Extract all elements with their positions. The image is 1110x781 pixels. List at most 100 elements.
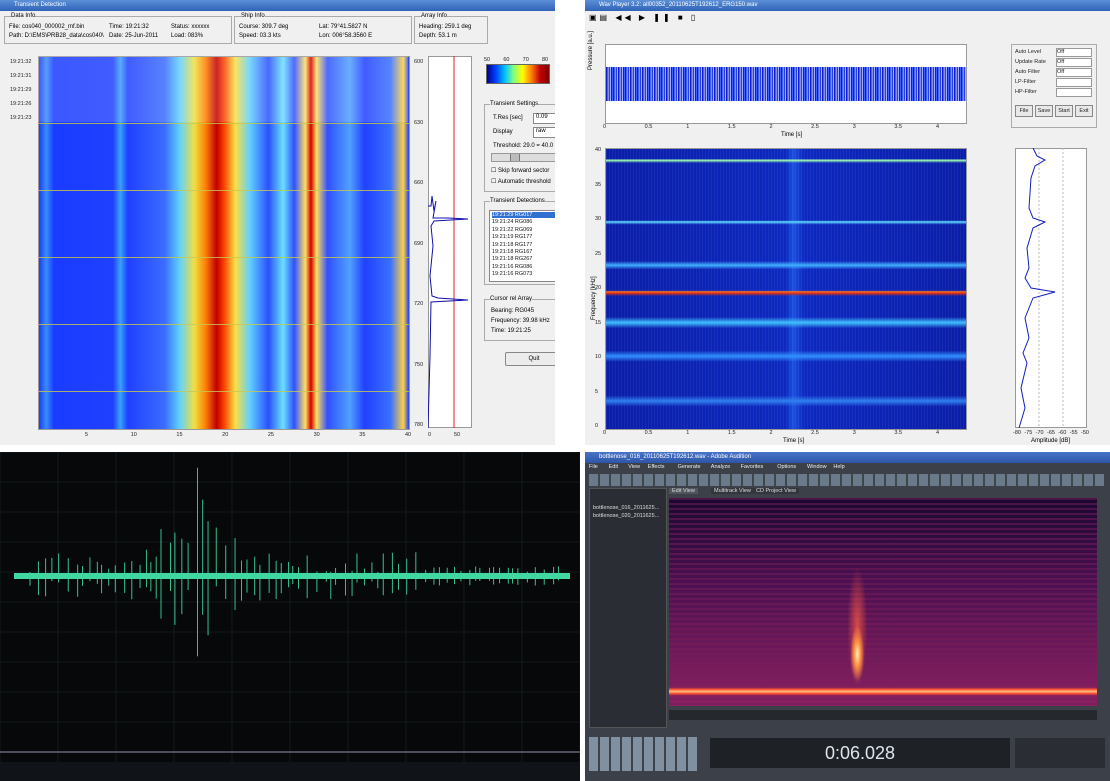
x-tick-label: 3.5 <box>894 124 903 130</box>
file-item[interactable]: bottlenose_016_2011625... <box>593 505 660 511</box>
menu-item[interactable]: Options <box>777 464 797 470</box>
control-field[interactable] <box>1056 88 1092 97</box>
profile-line <box>428 195 469 428</box>
time-label: 19:21:26 <box>10 101 32 107</box>
info-text: Speed: 03.3 kts <box>239 33 281 39</box>
x-tick-label: 3 <box>852 430 856 436</box>
menu-item[interactable]: Edit <box>608 464 619 470</box>
control-button[interactable]: Start <box>1055 105 1073 117</box>
detection-item: 19:21:19 RG177 <box>492 234 533 241</box>
amp-tick-label: -55 <box>1069 430 1078 436</box>
view-tab[interactable]: CD Project View <box>753 488 799 494</box>
threshold-text: Threshold: 29.0 = 40.0 <box>493 143 554 149</box>
control-field[interactable]: Off <box>1056 68 1092 77</box>
menu-item[interactable]: Analyze <box>710 464 731 470</box>
x-tick-label: 30 <box>313 432 320 438</box>
range-tick-label: 630 <box>414 119 424 126</box>
x-tick-label: 2.5 <box>811 124 819 130</box>
data-info-group: Data Info File: cos040_000002_mf.bin Pat… <box>4 13 232 44</box>
menu-item[interactable]: Help <box>833 464 845 470</box>
x-tick-label: 3 <box>852 124 856 130</box>
file-item[interactable]: bottlenose_020_2011625... <box>593 513 660 519</box>
amp-tick-label: -75 <box>1024 430 1033 436</box>
view-tab[interactable]: Edit View <box>669 488 698 494</box>
menu-item[interactable]: View <box>628 464 641 470</box>
baseline-trace <box>14 573 570 579</box>
toolbar-icons[interactable]: ▣▤ ◀◀ ▶ ❚❚ ■ ▯ <box>589 13 699 22</box>
y-axis-label: Frequency [kHz] <box>591 276 597 320</box>
detection-item: 19:21:16 RG073 <box>492 271 533 278</box>
selection-panel <box>1015 738 1105 768</box>
cursor-text: Frequency: 39.98 kHz <box>491 318 550 324</box>
side-tick-label: 50 <box>454 432 461 438</box>
x-tick-label: 0 <box>603 430 607 436</box>
tres-dropdown[interactable]: 0.09 <box>533 113 555 124</box>
detections-group: Transient Detections 19:21:29 RG017 19:21… <box>484 198 555 285</box>
control-field[interactable]: Off <box>1056 48 1092 57</box>
amp-tick-label: -70 <box>1035 430 1044 436</box>
info-text: Status: xxxxxx <box>171 24 210 30</box>
y-tick-label: 0 <box>595 423 599 429</box>
view-tab[interactable]: Multitrack View <box>711 488 754 494</box>
info-text: Course: 309.7 deg <box>239 24 289 30</box>
time-label: 19:21:23 <box>10 115 32 121</box>
y-axis-label: Pressure [a.u.] <box>588 30 594 70</box>
cursor-group: Cursor rel Array Bearing: RG045 Frequenc… <box>484 296 555 341</box>
waveform-plot <box>605 44 967 124</box>
x-axis-label: Amplitude [dB] <box>1031 438 1071 444</box>
menu-item[interactable]: Generate <box>677 464 701 470</box>
colorbar-tick: 60 <box>503 57 510 63</box>
time-ruler <box>0 762 580 781</box>
title-bar: bottlenose_016_20110625T192612.wav - Ado… <box>585 452 1110 463</box>
range-tick-label: 660 <box>414 180 424 186</box>
detection-item: 19:21:18 RG267 <box>492 256 533 263</box>
menu-item[interactable]: Window <box>807 464 827 470</box>
threshold-slider[interactable] <box>491 153 555 162</box>
transport-controls[interactable] <box>589 737 699 771</box>
x-tick-label: 0 <box>603 124 607 130</box>
amp-tick-label: -50 <box>1081 430 1089 436</box>
x-tick-label: 4 <box>936 124 940 130</box>
toolbar[interactable] <box>589 474 1104 486</box>
menu-item[interactable]: File <box>589 464 598 470</box>
time-display: 0:06.028 <box>710 738 1010 768</box>
x-tick-label: 40 <box>405 432 412 438</box>
y-tick-label: 35 <box>595 181 602 188</box>
cursor-text: Time: 19:21:25 <box>491 328 531 334</box>
files-panel: bottlenose_016_2011625... bottlenose_020_… <box>589 488 667 728</box>
range-tick-label: 720 <box>414 301 424 307</box>
scrollbar[interactable] <box>669 710 1097 720</box>
control-field[interactable] <box>1056 78 1092 87</box>
menu-item[interactable]: Favorites <box>740 464 764 470</box>
display-dropdown[interactable]: raw <box>533 127 555 138</box>
control-label: Auto Filter <box>1015 69 1041 75</box>
checkbox-label: Skip forward sector <box>498 168 550 174</box>
auto-checkbox[interactable]: ☐ Automatic threshold <box>491 179 551 185</box>
detections-list[interactable]: 19:21:29 RG017 19:21:24 RG086 19:21:22 RG0… <box>489 210 555 282</box>
group-heading: Cursor rel Array <box>490 296 533 302</box>
info-text: Date: 25-Jun-2011 <box>109 33 159 39</box>
y-tick-label: 30 <box>595 216 602 222</box>
control-button[interactable]: Save <box>1035 105 1053 117</box>
quit-button[interactable]: Quit <box>505 352 555 366</box>
group-heading: Transient Settings <box>490 101 539 107</box>
group-heading: Array Info <box>421 13 448 19</box>
slider-thumb[interactable] <box>510 154 520 161</box>
detection-item: 19:21:18 RG177 <box>492 241 533 248</box>
control-button[interactable]: File <box>1015 105 1033 117</box>
window-title: bottlenose_016_20110625T192612.wav - Ado… <box>599 454 752 460</box>
skip-checkbox[interactable]: ☐ Skip forward sector <box>491 168 550 174</box>
control-label: Update Rate <box>1015 59 1046 65</box>
control-field[interactable]: Off <box>1056 58 1092 67</box>
waterfall-plot <box>38 56 410 430</box>
x-tick-label: 1 <box>686 124 690 130</box>
colorbar-tick: 80 <box>542 57 549 63</box>
info-text: File: cos040_000002_mf.bin <box>9 24 85 30</box>
range-tick-label: 600 <box>414 59 424 65</box>
amp-tick-label: -60 <box>1058 430 1067 436</box>
transient-settings: Transient Settings T.Res [sec] 0.09 Disp… <box>484 101 555 192</box>
spikes <box>29 467 559 657</box>
control-button[interactable]: Exit <box>1075 105 1093 117</box>
group-heading: Data Info <box>11 13 36 19</box>
menu-item[interactable]: Effects <box>647 464 665 470</box>
